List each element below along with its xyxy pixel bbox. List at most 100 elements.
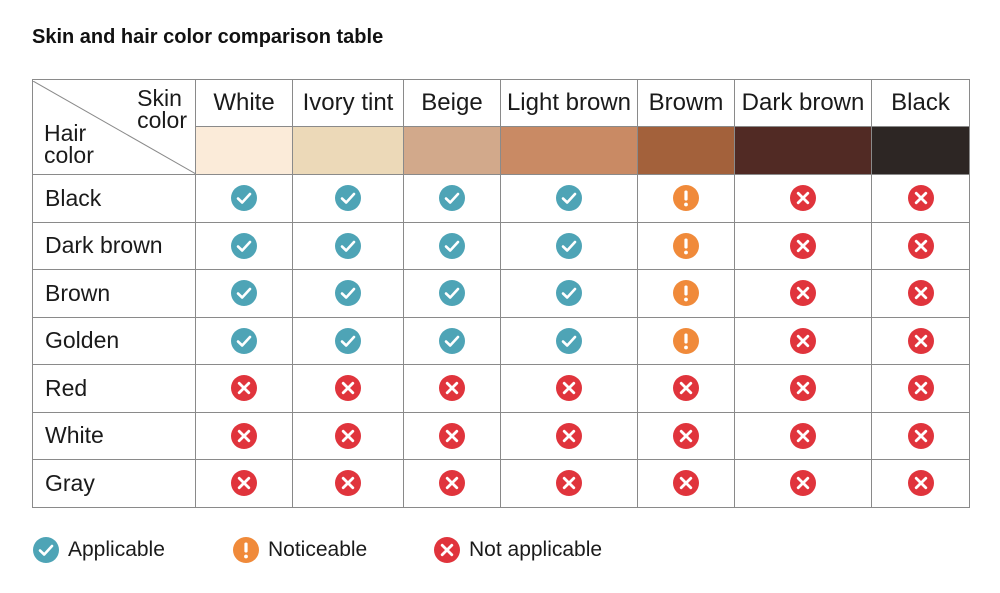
table-cell <box>734 221 872 270</box>
table-cell <box>871 316 970 365</box>
check-circle-icon <box>438 232 466 260</box>
table-row: Gray <box>32 459 970 508</box>
table-cell <box>195 459 293 508</box>
table-cell <box>500 316 638 365</box>
skin-column-header: Browm <box>637 79 735 175</box>
check-circle-icon <box>230 279 258 307</box>
table-cell <box>637 174 735 223</box>
hair-color-label: Gray <box>32 459 196 508</box>
x-circle-icon <box>230 469 258 497</box>
x-circle-icon <box>907 327 935 355</box>
table-cell <box>500 221 638 270</box>
skin-column-header: Beige <box>403 79 501 175</box>
skin-color-label: Dark brown <box>741 89 865 116</box>
x-circle-icon <box>907 469 935 497</box>
table-cell <box>195 364 293 413</box>
table-cell <box>734 459 872 508</box>
table-cell <box>500 269 638 318</box>
table-cell <box>637 364 735 413</box>
table-row: Brown <box>32 269 970 318</box>
table-cell <box>292 221 404 270</box>
table-row: White <box>32 411 970 460</box>
table-cell <box>195 221 293 270</box>
table-cell <box>500 364 638 413</box>
x-circle-icon <box>672 469 700 497</box>
skin-color-label: Browm <box>648 89 724 116</box>
table-cell <box>403 221 501 270</box>
skin-color-swatch <box>638 126 734 174</box>
x-circle-icon <box>789 184 817 212</box>
hair-color-axis-label: Hair color <box>44 119 94 168</box>
table-cell <box>734 316 872 365</box>
x-circle-icon <box>672 374 700 402</box>
check-circle-icon <box>438 279 466 307</box>
legend-not-applicable: Not applicable <box>433 536 602 564</box>
skin-color-swatch <box>735 126 871 174</box>
skin-color-label: Light brown <box>506 89 632 116</box>
table-cell <box>292 269 404 318</box>
skin-color-label: Beige <box>421 89 483 116</box>
table-cell <box>871 364 970 413</box>
table-cell <box>871 221 970 270</box>
x-circle-icon <box>907 232 935 260</box>
hair-color-label: Brown <box>32 269 196 318</box>
comparison-table: Skin color Hair color White Ivory tint Bei… <box>32 79 970 508</box>
table-cell <box>734 364 872 413</box>
page-title: Skin and hair color comparison table <box>32 26 384 48</box>
skin-color-swatch <box>872 126 969 174</box>
table-cell <box>195 269 293 318</box>
skin-label-text: Skin color <box>137 84 187 133</box>
check-circle-icon <box>230 184 258 212</box>
table-row: Dark brown <box>32 221 970 270</box>
hair-color-label: Golden <box>32 316 196 365</box>
table-cell <box>195 174 293 223</box>
check-circle-icon <box>555 232 583 260</box>
check-circle-icon <box>555 327 583 355</box>
x-circle-icon <box>438 469 466 497</box>
x-circle-icon <box>789 279 817 307</box>
header-row: Skin color Hair color White Ivory tint Bei… <box>32 79 970 175</box>
table-cell <box>500 459 638 508</box>
x-circle-icon <box>438 374 466 402</box>
skin-column-header: Black <box>871 79 970 175</box>
skin-column-header: Dark brown <box>734 79 872 175</box>
check-circle-icon <box>555 279 583 307</box>
x-circle-icon <box>555 469 583 497</box>
check-circle-icon <box>334 184 362 212</box>
legend: Applicable Noticeable Not applicable <box>32 536 652 566</box>
x-circle-icon <box>334 469 362 497</box>
table-cell <box>734 174 872 223</box>
legend-label: Noticeable <box>268 538 368 561</box>
check-circle-icon <box>230 232 258 260</box>
x-circle-icon <box>789 327 817 355</box>
check-circle-icon <box>334 327 362 355</box>
x-circle-icon <box>555 422 583 450</box>
table-row: Golden <box>32 316 970 365</box>
table-cell <box>292 411 404 460</box>
hair-color-label: Dark brown <box>32 221 196 270</box>
x-circle-icon <box>907 184 935 212</box>
x-circle-icon <box>230 422 258 450</box>
skin-color-label: Ivory tint <box>302 89 394 116</box>
x-circle-icon <box>555 374 583 402</box>
skin-color-swatch <box>196 126 292 174</box>
table-cell <box>403 459 501 508</box>
exclamation-circle-icon <box>672 327 700 355</box>
table-cell <box>500 411 638 460</box>
x-circle-icon <box>334 422 362 450</box>
table-cell <box>637 221 735 270</box>
table-row: Black <box>32 174 970 223</box>
corner-header: Skin color Hair color <box>32 79 196 175</box>
legend-label: Not applicable <box>469 538 603 561</box>
skin-color-label: Black <box>891 89 950 116</box>
x-circle-icon <box>230 374 258 402</box>
hair-label-text: Hair color <box>44 119 94 168</box>
table-cell <box>403 269 501 318</box>
exclamation-circle-icon <box>672 279 700 307</box>
table-cell <box>637 459 735 508</box>
hair-color-label: Black <box>32 174 196 223</box>
x-circle-icon <box>907 422 935 450</box>
table-cell <box>871 269 970 318</box>
table-cell <box>195 316 293 365</box>
legend-noticeable: Noticeable <box>232 536 367 564</box>
